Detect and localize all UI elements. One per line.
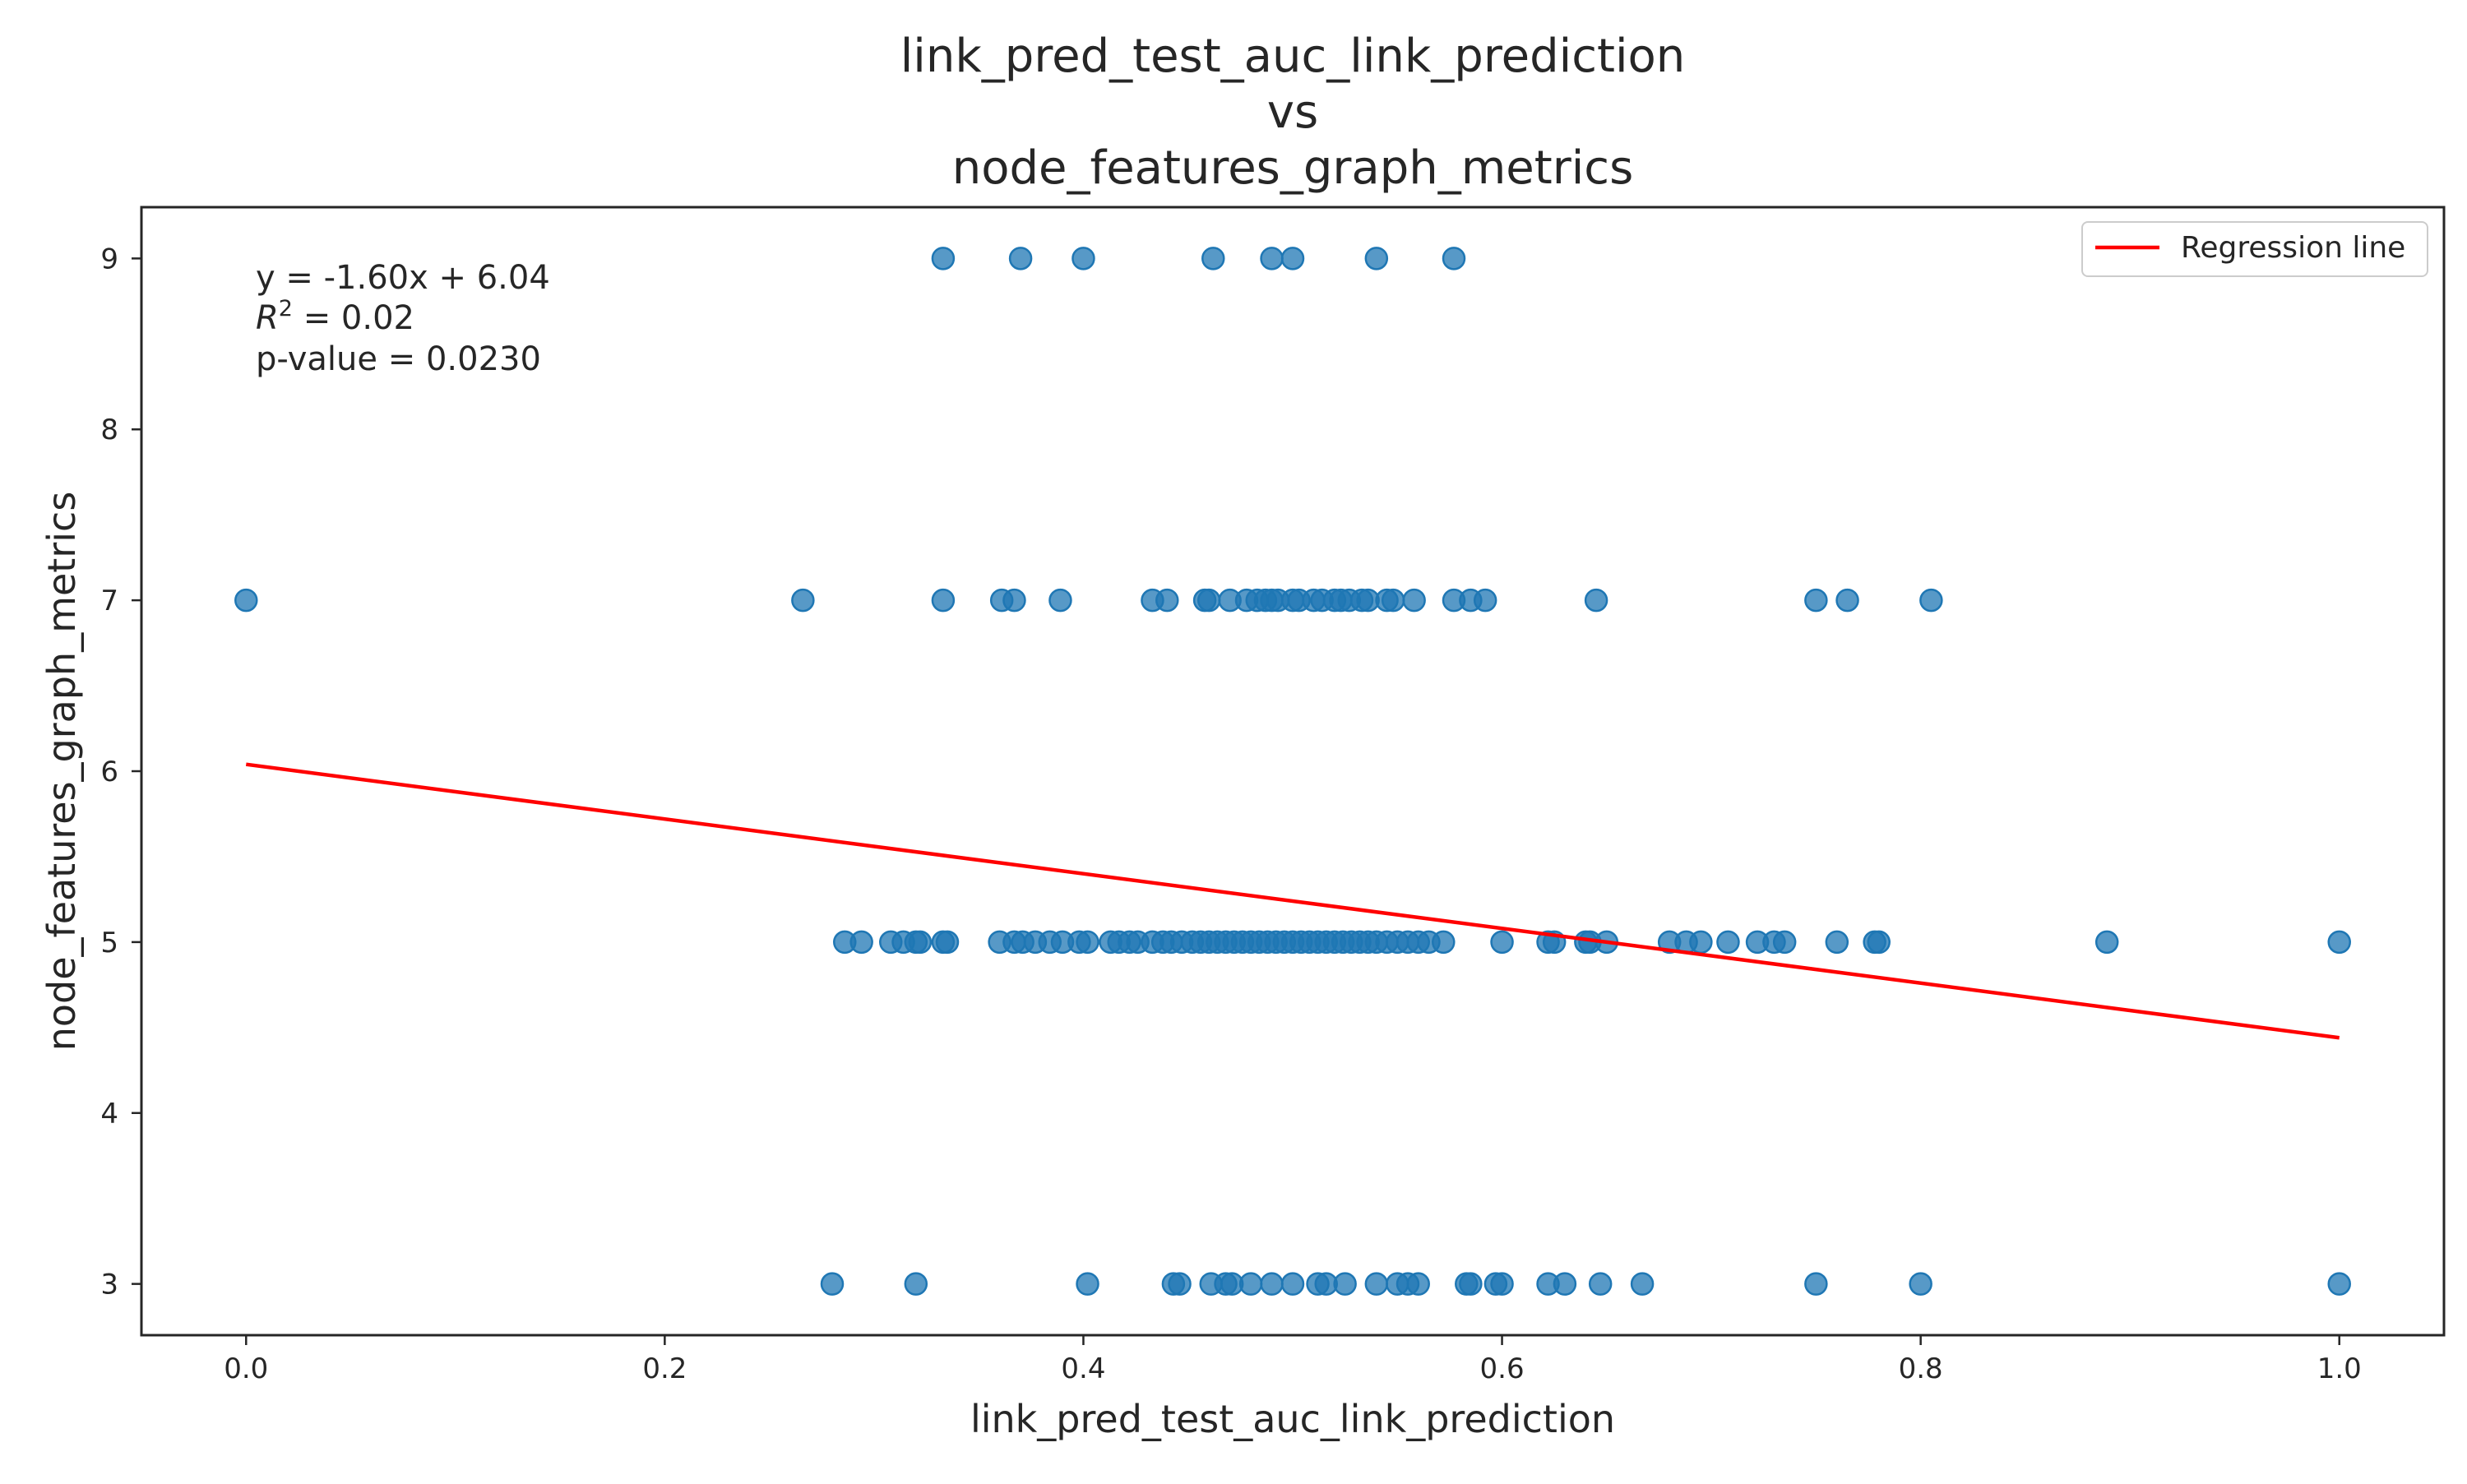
x-tick-label: 0.0 (224, 1352, 268, 1385)
data-point (1459, 1272, 1483, 1296)
legend-box (2081, 221, 2428, 277)
data-point (935, 930, 960, 955)
legend: Regression line (2081, 221, 2428, 277)
data-point (1432, 930, 1456, 955)
data-point (1490, 1272, 1514, 1296)
data-point (1280, 247, 1305, 270)
data-point (1196, 588, 1221, 613)
data-point (1402, 588, 1426, 613)
regression-annotation: y = -1.60x + 6.04 R2 = 0.02 p-value = 0.… (256, 259, 550, 378)
data-point (1002, 588, 1026, 613)
data-point (904, 1272, 928, 1296)
y-tick-label: 8 (100, 414, 118, 446)
x-tick-label: 1.0 (2317, 1352, 2362, 1385)
data-point (1072, 247, 1095, 270)
r-squared-value: = 0.02 (293, 299, 414, 337)
data-point (1909, 1272, 1932, 1296)
data-point (1442, 247, 1466, 270)
data-point (1364, 1272, 1389, 1296)
data-point (1168, 1272, 1192, 1296)
title-line-2: vs (1267, 86, 1318, 139)
data-point (2327, 1272, 2351, 1296)
data-point (1155, 588, 1179, 613)
data-point (931, 247, 956, 270)
data-point (849, 930, 873, 955)
y-axis-label: node_features_graph_metrics (39, 492, 84, 1052)
data-point (1584, 588, 1608, 613)
data-point (1280, 1272, 1305, 1296)
data-point (1772, 930, 1797, 955)
y-tick-label: 4 (100, 1098, 118, 1130)
x-tick-label: 0.6 (1480, 1352, 1525, 1385)
data-point (2094, 930, 2119, 955)
r-squared-text: R2 = 0.02 (256, 296, 414, 337)
r-squared-symbol: R (256, 299, 279, 337)
data-point (1804, 588, 1828, 613)
data-point (1588, 1272, 1613, 1296)
data-point (2327, 930, 2351, 955)
data-point (931, 588, 956, 613)
data-point (234, 588, 258, 613)
data-point (1630, 1272, 1655, 1296)
data-point (1364, 247, 1389, 270)
data-point (1825, 930, 1849, 955)
equation-text: y = -1.60x + 6.04 (256, 259, 550, 297)
data-point (1260, 1272, 1284, 1296)
data-point (1716, 930, 1740, 955)
y-tick-label: 7 (100, 585, 118, 617)
data-point (1333, 1272, 1357, 1296)
y-tick-label: 9 (100, 243, 118, 275)
x-axis-ticks: 0.0 0.2 0.4 0.6 0.8 1.0 (224, 1335, 2362, 1385)
legend-label: Regression line (2181, 231, 2405, 265)
y-axis-ticks: 3 4 5 6 7 8 9 (100, 243, 141, 1301)
data-point (1260, 247, 1284, 270)
chart-title: link_pred_test_auc_link_prediction vs no… (900, 30, 1686, 195)
scatter-points (234, 247, 2351, 1296)
data-point (791, 588, 815, 613)
data-point (1406, 1272, 1430, 1296)
data-point (1238, 1272, 1263, 1296)
regression-line (245, 762, 2340, 1040)
data-point (1048, 588, 1072, 613)
data-point (1804, 1272, 1828, 1296)
y-tick-label: 3 (100, 1269, 118, 1301)
data-point (1076, 1272, 1099, 1296)
data-point (908, 930, 933, 955)
data-point (1076, 930, 1099, 955)
data-point (1689, 930, 1713, 955)
data-point (1490, 930, 1514, 955)
data-point (1867, 930, 1891, 955)
data-point (1919, 588, 1943, 613)
x-axis-label: link_pred_test_auc_link_prediction (970, 1397, 1615, 1441)
data-point (1201, 247, 1225, 270)
y-tick-label: 6 (100, 756, 118, 788)
data-point (1008, 247, 1033, 270)
title-line-3: node_features_graph_metrics (952, 141, 1634, 195)
x-tick-label: 0.4 (1061, 1352, 1105, 1385)
r-squared-exponent: 2 (279, 296, 293, 321)
title-line-1: link_pred_test_auc_link_prediction (900, 30, 1686, 83)
data-point (1835, 588, 1859, 613)
data-point (1381, 588, 1405, 613)
p-value-text: p-value = 0.0230 (256, 340, 541, 378)
data-point (820, 1272, 845, 1296)
x-tick-label: 0.8 (1899, 1352, 1943, 1385)
y-tick-label: 5 (100, 927, 118, 959)
data-point (1553, 1272, 1577, 1296)
x-tick-label: 0.2 (642, 1352, 687, 1385)
data-point (1473, 588, 1497, 613)
